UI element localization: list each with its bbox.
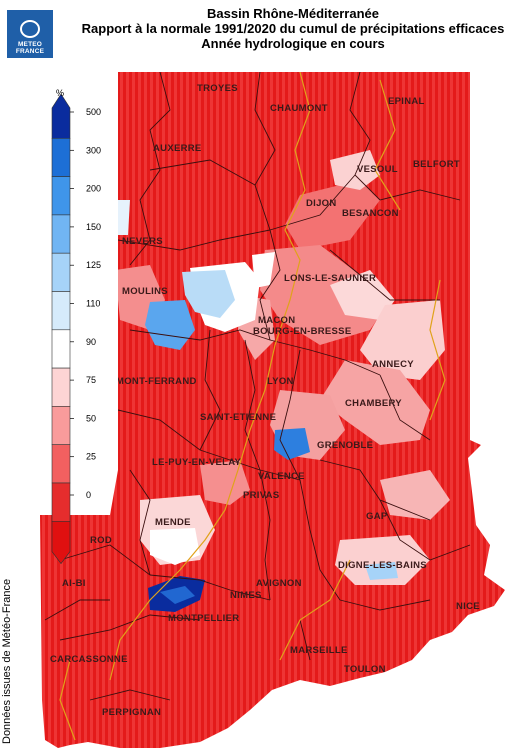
zone-dijon-light — [285, 180, 380, 250]
legend-unit-label: % — [56, 88, 65, 98]
city-label-macon: MACON — [258, 315, 295, 326]
city-label-dijon: DIJON — [306, 198, 337, 209]
legend-cell-1 — [51, 138, 71, 177]
city-label-nimes: NIMES — [230, 590, 262, 601]
city-label-chaumont: CHAUMONT — [270, 103, 328, 114]
zone-chambery-light — [320, 360, 430, 445]
meteo-france-logo: METEO FRANCE — [7, 10, 53, 58]
city-label-valence: VALENCE — [258, 471, 305, 482]
city-label-chambery: CHAMBERY — [345, 398, 402, 409]
zone-montpellier-wet-core — [160, 586, 195, 604]
zone-annecy-pale — [360, 300, 445, 380]
zone-grenoble-wet — [274, 428, 310, 460]
city-label-lons-le-saunier: LONS-LE-SAUNIER — [284, 273, 376, 284]
city-label-gap: GAP — [366, 511, 388, 522]
city-label-montpellier: MONTPELLIER — [168, 613, 239, 624]
logo-line1: METEO — [17, 41, 43, 48]
city-labels: TROYES CHAUMONT EPINAL AUXERRE VESOUL BE… — [50, 83, 480, 718]
legend-tick-10: 0 — [86, 490, 91, 500]
logo-emblem-icon — [20, 20, 40, 38]
city-label-mont-ferrand: MONT-FERRAND — [116, 376, 197, 387]
legend-cell-10 — [51, 482, 71, 522]
city-label-le-puy-en-velay: LE-PUY-EN-VELAY — [152, 457, 242, 468]
basin-limit-lines — [59, 72, 446, 741]
legend-tick-2: 200 — [86, 184, 101, 194]
city-label-lyon: LYON — [267, 376, 294, 387]
legend-tick-7: 75 — [86, 375, 96, 385]
title-line3: Année hydrologique en cours — [201, 36, 385, 51]
city-label-toulon: TOULON — [344, 664, 386, 675]
legend-tick-6: 90 — [86, 337, 96, 347]
city-label-belfort: BELFORT — [413, 159, 460, 170]
legend-tick-0: 500 — [86, 107, 101, 117]
legend-cell-9 — [51, 444, 71, 484]
legend-tick-8: 50 — [86, 413, 96, 423]
zone-digne-wet — [365, 562, 398, 580]
title-line1: Bassin Rhône-Méditerranée — [207, 6, 379, 21]
city-label-digne-les-bains: DIGNE-LES-BAINS — [338, 560, 427, 571]
city-label-marseille: MARSEILLE — [290, 645, 348, 656]
title-line2: Rapport à la normale 1991/2020 du cumul … — [81, 21, 505, 36]
city-label-avignon: AVIGNON — [256, 578, 302, 589]
legend-cell-4 — [51, 252, 71, 292]
legend-tick-5: 110 — [86, 299, 100, 309]
data-source-credit: Données issues de Météo-France — [1, 578, 13, 744]
city-label-perpignan: PERPIGNAN — [102, 707, 161, 718]
legend-tick-4: 125 — [86, 260, 101, 270]
zone-bresse-light — [260, 245, 390, 345]
city-label-auxerre: AUXERRE — [153, 143, 202, 154]
zone-digne-pale — [335, 535, 430, 585]
city-label-grenoble: GRENOBLE — [317, 440, 373, 451]
department-boundaries — [44, 72, 471, 701]
legend-cell-3 — [51, 214, 71, 254]
legend-cell-7 — [51, 367, 71, 407]
city-label-mende: MENDE — [155, 517, 191, 528]
zone-mende-normal — [150, 528, 200, 565]
city-label-privas: PRIVAS — [243, 490, 279, 501]
legend-cell-11 — [51, 521, 71, 565]
city-label-carcassonne: CARCASSONNE — [50, 654, 128, 665]
legend-tick-9: 25 — [86, 452, 96, 462]
city-label-bourg-en-bresse: BOURG-EN-BRESSE — [253, 326, 351, 337]
zone-nevers-pale — [118, 200, 130, 235]
zone-lons-pale — [330, 270, 395, 320]
city-label-epinal: EPINAL — [388, 96, 425, 107]
legend-tick-3: 150 — [86, 222, 101, 232]
legend-cells — [51, 93, 71, 565]
city-label-moulins: MOULINS — [122, 286, 168, 297]
city-label-besancon: BESANCON — [342, 208, 399, 219]
city-label-troyes: TROYES — [197, 83, 238, 94]
city-label-annecy: ANNECY — [372, 359, 414, 370]
zone-macon-wet — [182, 270, 235, 318]
legend-cell-5 — [51, 291, 71, 331]
city-label-saint-etienne: SAINT-ETIENNE — [200, 412, 276, 423]
city-label-vesoul: VESOUL — [357, 164, 398, 175]
logo-line2: FRANCE — [15, 48, 45, 55]
city-label-nevers: NEVERS — [122, 236, 163, 247]
legend-tick-labels: 500 300 200 150 125 110 90 75 50 25 0 — [70, 107, 101, 500]
legend-cell-8 — [51, 406, 71, 445]
legend-cell-2 — [51, 176, 71, 216]
zone-lons-normal — [252, 252, 275, 288]
zone-vesoul-pale — [330, 150, 380, 190]
legend-tick-1: 300 — [86, 145, 101, 155]
legend-colorbar: 500 300 200 150 125 110 90 75 50 25 0 — [47, 93, 101, 565]
zone-gap-light — [380, 470, 450, 520]
city-label-albi: Al-BI — [62, 578, 86, 589]
legend-cell-6 — [51, 329, 71, 369]
map-title-block: Bassin Rhône-Méditerranée Rapport à la n… — [60, 6, 526, 51]
city-label-nice: NICE — [456, 601, 480, 612]
city-label-rod: ROD — [90, 535, 112, 546]
